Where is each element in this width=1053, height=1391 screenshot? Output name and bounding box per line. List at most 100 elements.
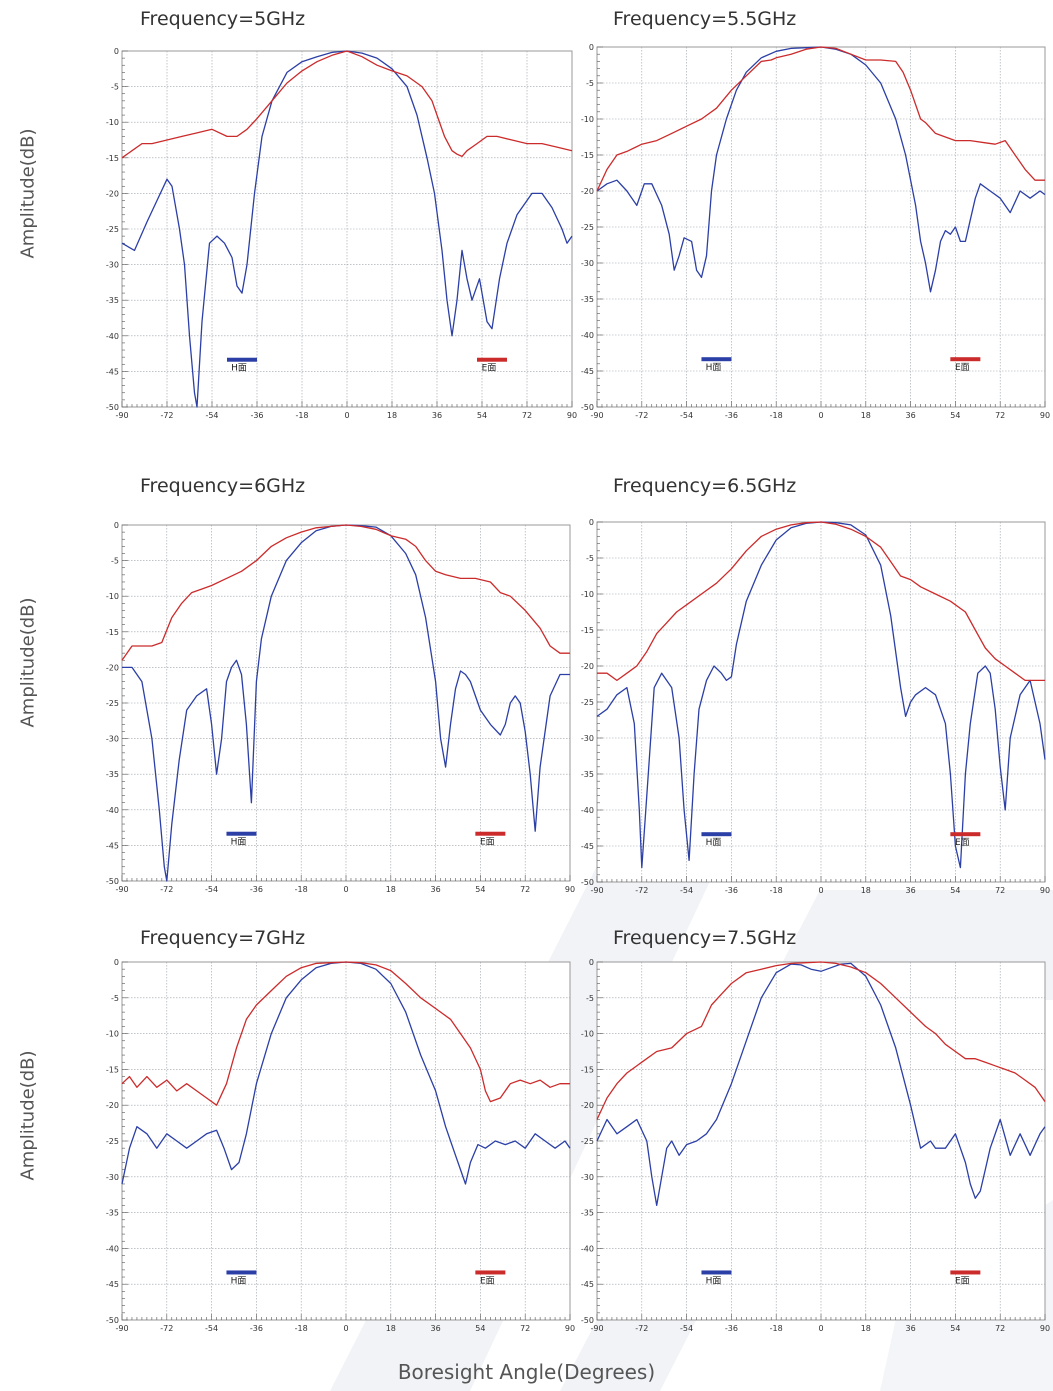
y-tick-label: -5 — [111, 83, 119, 92]
series-line-e-plane — [597, 521, 1045, 682]
x-tick-label: 72 — [995, 886, 1005, 895]
y-tick-label: -35 — [581, 295, 594, 304]
x-tick-label: 90 — [1040, 886, 1050, 895]
x-tick-label: 36 — [431, 885, 441, 894]
x-tick-label: 90 — [567, 411, 577, 420]
plot-area: -90 -72 -54 -36 -18 0 18 36 54 72 90 0 -5 -10 -15 -20 -2… — [581, 43, 1050, 420]
legend-swatch-e — [950, 1270, 981, 1275]
legend-label-e: E面 — [955, 1275, 970, 1286]
series-line-e-plane — [121, 50, 573, 159]
x-tick-label: 90 — [565, 885, 575, 894]
x-tick-label: 18 — [386, 1324, 396, 1333]
x-tick-label: -36 — [725, 1324, 738, 1333]
y-tick-label: -50 — [581, 878, 594, 887]
y-tick-label: -30 — [106, 735, 119, 744]
legend-swatch-e — [950, 357, 981, 362]
chart-panel-7-5ghz: -90 -72 -54 -36 -18 0 18 36 54 72 90 0 -5 -10 -15 -20 -2… — [581, 958, 1050, 1333]
legend-label-h: H面 — [706, 362, 722, 373]
x-tick-label: -36 — [250, 1324, 263, 1333]
y-tick-label: -15 — [106, 628, 119, 637]
y-tick-label: -25 — [581, 698, 594, 707]
chart-title-6ghz: Frequency=6GHz — [140, 475, 306, 497]
y-axis-label-row1: Amplitude(dB) — [17, 128, 39, 259]
y-tick-label: -25 — [581, 223, 594, 232]
series-line-e-plane — [121, 524, 570, 661]
y-tick-label: -40 — [106, 332, 119, 341]
y-axis-label-row2: Amplitude(dB) — [17, 597, 39, 728]
chart-title-6-5ghz: Frequency=6.5GHz — [613, 475, 797, 497]
x-tick-label: 0 — [344, 411, 349, 420]
x-tick-label: 36 — [906, 1324, 916, 1333]
chart-title-7-5ghz: Frequency=7.5GHz — [613, 927, 797, 949]
series-line-h-plane — [596, 962, 1046, 1207]
y-tick-label: -40 — [581, 1244, 594, 1253]
plot-area: -90 -72 -54 -36 -18 0 18 36 54 72 90 0 -5 -10 -15 -20 -2… — [106, 521, 575, 894]
x-tick-label: -54 — [205, 1324, 218, 1333]
x-tick-label: -54 — [205, 411, 218, 420]
y-tick-label: -35 — [581, 770, 594, 779]
series-line-e-plane — [121, 961, 570, 1106]
y-tick-label: -10 — [106, 592, 119, 601]
y-tick-label: -45 — [106, 841, 119, 850]
legend-label-h: H面 — [706, 1275, 722, 1286]
legend-swatch-h — [226, 831, 257, 836]
y-tick-label: -35 — [581, 1209, 594, 1218]
y-tick-label: -50 — [581, 1316, 594, 1325]
plot-area: -90 -72 -54 -36 -18 0 18 36 54 72 90 0 -5 -10 -15 -20 -2… — [581, 518, 1050, 895]
legend-swatch-h — [226, 1270, 257, 1275]
y-tick-label: -50 — [106, 403, 119, 412]
x-tick-label: 72 — [995, 411, 1005, 420]
x-tick-label: 90 — [1040, 411, 1050, 420]
chart-panel-7ghz: -90 -72 -54 -36 -18 0 18 36 54 72 90 0 -5 -10 -15 -20 -2… — [106, 958, 575, 1333]
y-tick-label: -20 — [581, 1101, 594, 1110]
chart-panel-6-5ghz: -90 -72 -54 -36 -18 0 18 36 54 72 90 0 -5 -10 -15 -20 -2… — [581, 518, 1050, 895]
y-tick-label: -5 — [586, 79, 594, 88]
x-tick-label: 0 — [818, 411, 823, 420]
x-tick-label: 18 — [861, 1324, 871, 1333]
y-tick-label: -45 — [581, 1280, 594, 1289]
y-tick-label: -25 — [106, 225, 119, 234]
x-tick-label: 0 — [818, 886, 823, 895]
x-tick-label: 0 — [343, 885, 348, 894]
y-tick-label: 0 — [114, 958, 119, 967]
series-line-e-plane — [596, 46, 1045, 192]
x-tick-label: -54 — [680, 411, 693, 420]
legend-label-e: E面 — [955, 362, 970, 373]
y-tick-label: -5 — [111, 994, 119, 1003]
y-tick-label: -35 — [106, 296, 119, 305]
x-tick-label: -18 — [770, 411, 783, 420]
x-tick-label: -18 — [295, 1324, 308, 1333]
y-tick-label: -10 — [581, 1030, 594, 1039]
y-tick-label: -10 — [106, 118, 119, 127]
chart-title-7ghz: Frequency=7GHz — [140, 927, 306, 949]
x-tick-label: -18 — [295, 411, 308, 420]
y-tick-label: -45 — [106, 1280, 119, 1289]
plot-area: -90 -72 -54 -36 -18 0 18 36 54 72 90 0 -5 -10 -15 -20 -2… — [106, 47, 577, 420]
y-tick-label: -20 — [106, 1101, 119, 1110]
x-tick-label: 90 — [1040, 1324, 1050, 1333]
legend-label-e: E面 — [482, 363, 497, 374]
chart-panel-5-5ghz: -90 -72 -54 -36 -18 0 18 36 54 72 90 0 -5 -10 -15 -20 -2… — [581, 43, 1050, 420]
y-tick-label: -30 — [581, 1173, 594, 1182]
y-axis-label-row3: Amplitude(dB) — [17, 1050, 39, 1181]
legend-swatch-e — [475, 831, 506, 836]
legend-label-e: E面 — [955, 837, 970, 848]
x-tick-label: -72 — [160, 411, 173, 420]
x-tick-label: -72 — [635, 1324, 648, 1333]
y-tick-label: 0 — [114, 521, 119, 530]
legend-swatch-h — [701, 1270, 732, 1275]
legend-swatch-e — [475, 1270, 506, 1275]
y-tick-label: -5 — [111, 557, 119, 566]
y-tick-label: -25 — [106, 699, 119, 708]
y-tick-label: -35 — [106, 1209, 119, 1218]
x-tick-label: 54 — [475, 885, 485, 894]
y-tick-label: -40 — [106, 1244, 119, 1253]
x-tick-label: -90 — [590, 411, 603, 420]
x-tick-label: 0 — [818, 1324, 823, 1333]
x-tick-label: -90 — [115, 885, 128, 894]
x-tick-label: -36 — [725, 886, 738, 895]
y-tick-label: -5 — [586, 554, 594, 563]
y-tick-label: -20 — [581, 662, 594, 671]
legend-label-h: H面 — [231, 1275, 247, 1286]
y-tick-label: -50 — [581, 403, 594, 412]
